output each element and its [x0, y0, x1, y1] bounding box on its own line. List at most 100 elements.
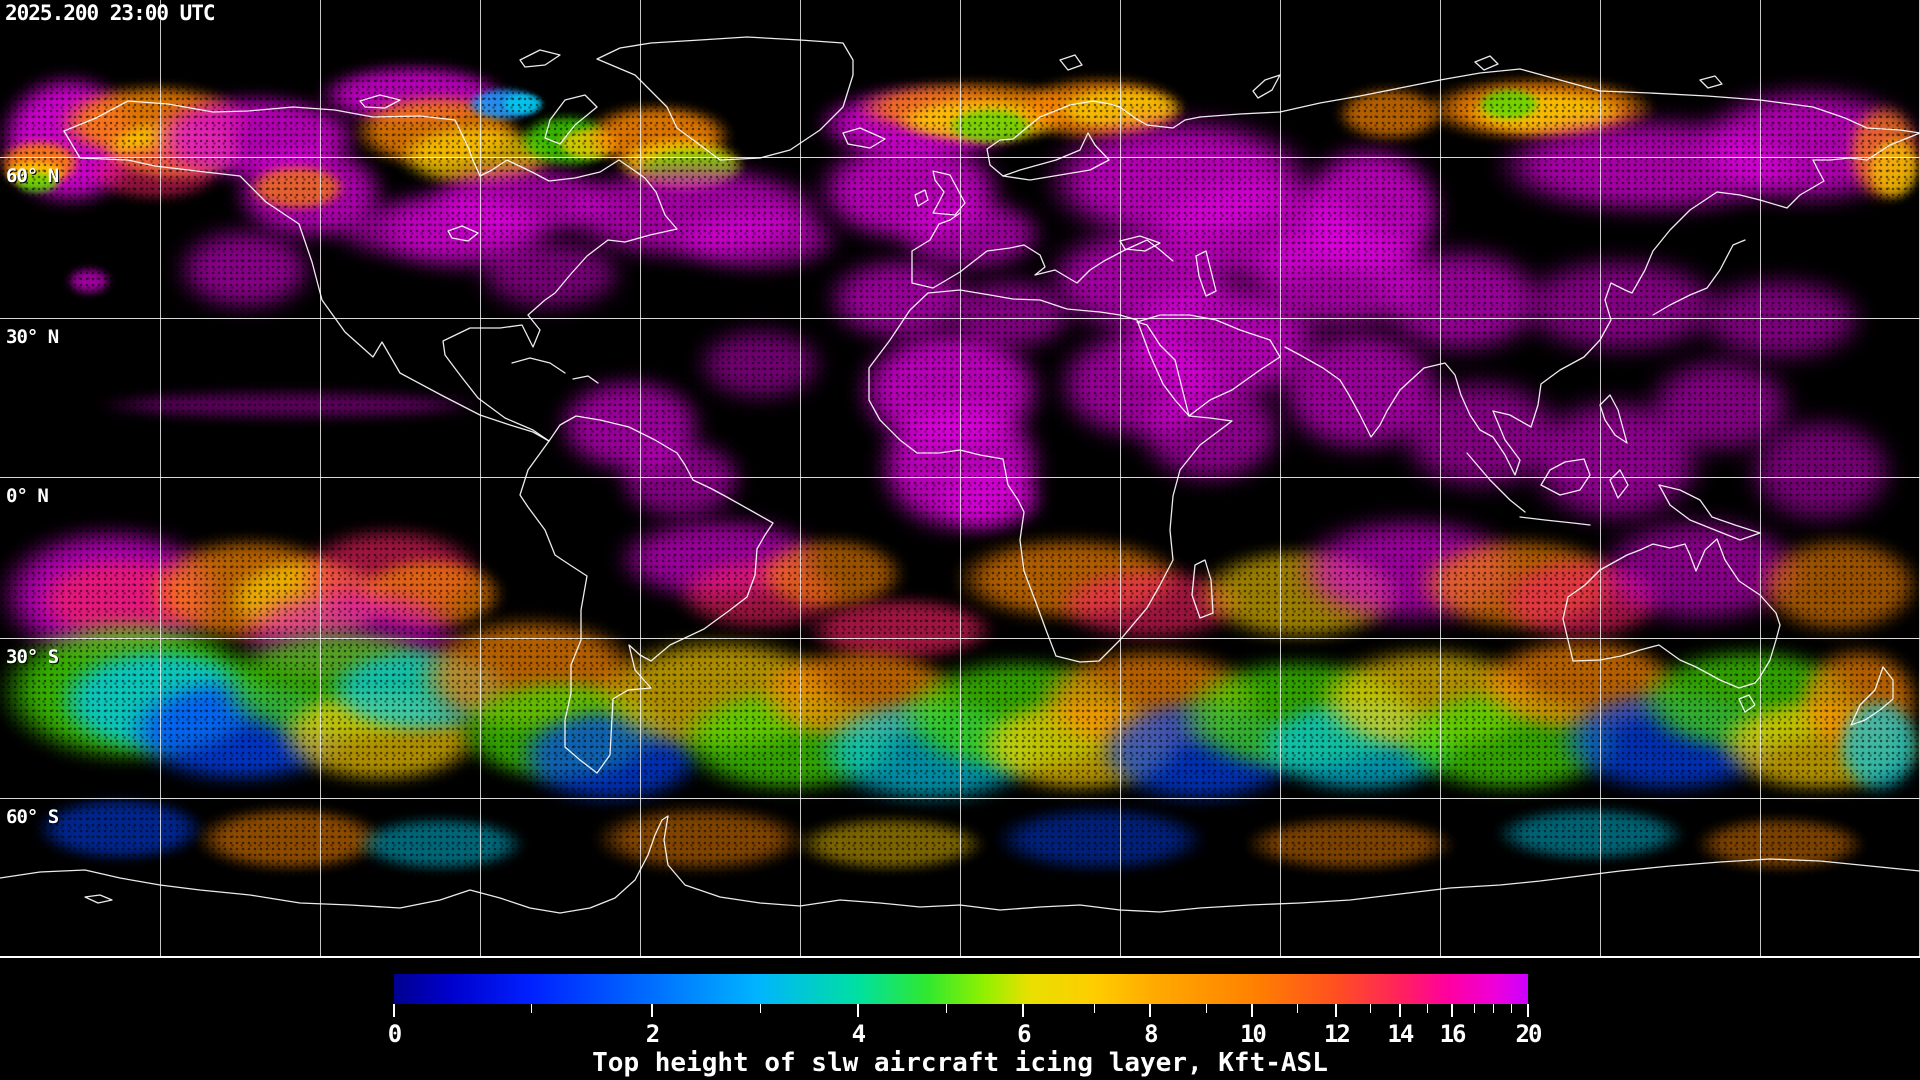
map-bottom-border	[0, 956, 1920, 958]
colorbar-tick-label: 2	[645, 1020, 661, 1048]
colorbar-tick-label: 20	[1515, 1020, 1543, 1048]
colorbar-minor-tick	[760, 1004, 762, 1013]
latitude-gridline	[0, 157, 1920, 158]
coast-philippines	[1599, 394, 1628, 444]
colorbar-minor-tick	[1370, 1004, 1372, 1013]
coast-baltic	[1002, 132, 1110, 181]
longitude-gridline	[640, 0, 641, 956]
colorbar-tick-label: 4	[851, 1020, 867, 1048]
colorbar-title: Top height of slw aircraft icing layer, …	[592, 1048, 1328, 1078]
colorbar: 0 2 4 6 8 10 12 14 16 20 Top height of slw aircra…	[0, 958, 1920, 1080]
coast-iceland	[842, 127, 886, 149]
colorbar-ticks: 0 2 4 6 8 10 12 14 16 20	[0, 958, 1920, 1080]
coast-uk	[932, 170, 966, 216]
colorbar-tick-label: 8	[1144, 1020, 1159, 1048]
longitude-gridline	[480, 0, 481, 956]
coast-africa	[868, 289, 1233, 663]
colorbar-minor-tick	[1205, 1004, 1207, 1013]
coast-scandinavia	[986, 100, 1201, 177]
latitude-label: 60° N	[6, 165, 59, 187]
latitude-gridline	[0, 318, 1920, 319]
colorbar-gradient	[394, 974, 1528, 1004]
coast-new-zealand	[1850, 666, 1894, 726]
latitude-gridline	[0, 477, 1920, 478]
colorbar-major-tick	[1451, 1004, 1454, 1017]
colorbar-major-tick	[1335, 1004, 1338, 1017]
colorbar-major-tick	[650, 1004, 653, 1017]
coast-antarctic-island	[84, 894, 113, 904]
coast-na-west	[63, 130, 550, 442]
colorbar-major-tick	[393, 1004, 395, 1017]
longitude-gridline	[800, 0, 801, 956]
colorbar-minor-tick	[1492, 1004, 1494, 1013]
coast-cuba	[511, 357, 566, 374]
latitude-label: 30° N	[6, 326, 59, 348]
coast-tasmania	[1738, 694, 1756, 713]
colorbar-minor-tick	[946, 1004, 948, 1013]
coast-black-sea	[1119, 235, 1161, 252]
colorbar-major-tick	[1022, 1004, 1025, 1017]
colorbar-tick-label: 0	[387, 1020, 403, 1048]
coast-hispaniola	[572, 375, 599, 384]
coast-south-asia	[1284, 132, 1920, 476]
longitude-gridline	[1280, 0, 1281, 956]
longitude-gridline	[320, 0, 321, 956]
colorbar-minor-tick	[1427, 1004, 1429, 1013]
coast-wrangel	[1699, 75, 1723, 89]
colorbar-tick-label: 10	[1239, 1020, 1267, 1048]
coast-new-guinea	[1658, 484, 1761, 541]
coast-great-lakes	[447, 225, 479, 242]
coast-antarctica	[0, 815, 1920, 914]
coast-java	[1519, 516, 1591, 526]
longitude-gridline	[160, 0, 161, 956]
colorbar-major-tick	[1527, 1004, 1529, 1017]
longitude-gridline	[1120, 0, 1121, 956]
longitude-gridline	[1440, 0, 1441, 956]
latitude-gridline	[0, 798, 1920, 799]
colorbar-minor-tick	[1473, 1004, 1475, 1013]
colorbar-major-tick	[1149, 1004, 1152, 1017]
coast-novaya-zemlya	[1252, 74, 1281, 99]
coast-japan	[1652, 239, 1746, 316]
latitude-label: 30° S	[6, 646, 59, 668]
coast-svalbard	[1059, 54, 1083, 71]
coast-russia-arctic	[1199, 68, 1920, 134]
coast-europe	[911, 212, 1174, 289]
coast-sumatra	[1466, 452, 1526, 513]
colorbar-tick-label: 14	[1387, 1020, 1414, 1048]
coast-sulawesi	[1609, 469, 1629, 499]
timestamp-label: 2025.200 23:00 UTC	[5, 1, 216, 25]
colorbar-tick-label: 16	[1439, 1020, 1467, 1048]
latitude-label: 60° S	[6, 806, 59, 828]
colorbar-major-tick	[856, 1004, 859, 1017]
coast-ellesmere	[519, 49, 561, 68]
colorbar-major-tick	[1398, 1004, 1401, 1017]
colorbar-minor-tick	[1093, 1004, 1095, 1013]
coast-baffin	[544, 94, 598, 145]
coast-madagascar	[1191, 559, 1214, 619]
colorbar-minor-tick	[531, 1004, 533, 1013]
latitude-label: 0° N	[6, 485, 49, 507]
longitude-gridline	[1600, 0, 1601, 956]
coast-caspian	[1195, 250, 1217, 297]
colorbar-tick-label: 12	[1323, 1020, 1351, 1048]
coast-ireland	[914, 189, 929, 207]
coast-south-america	[519, 415, 774, 774]
longitude-gridline	[960, 0, 961, 956]
world-icing-map: 60° N 30° N 0° N 30° S 60° S 2025.200 23:00 …	[0, 0, 1920, 956]
longitude-gridline	[1760, 0, 1761, 956]
coast-borneo	[1540, 458, 1591, 496]
coast-arabia	[1136, 314, 1281, 417]
coast-na-east	[63, 100, 678, 442]
coast-australia	[1562, 538, 1781, 689]
latitude-labels: 60° N 30° N 0° N 30° S 60° S	[6, 165, 59, 828]
coast-greenland	[596, 36, 854, 161]
colorbar-major-tick	[1251, 1004, 1254, 1017]
colorbar-tick-label: 6	[1017, 1020, 1032, 1048]
coastlines	[0, 36, 1920, 914]
colorbar-minor-tick	[1510, 1004, 1512, 1013]
latitude-gridline	[0, 638, 1920, 639]
coast-victoria-island	[359, 94, 401, 109]
colorbar-minor-tick	[1296, 1004, 1298, 1013]
